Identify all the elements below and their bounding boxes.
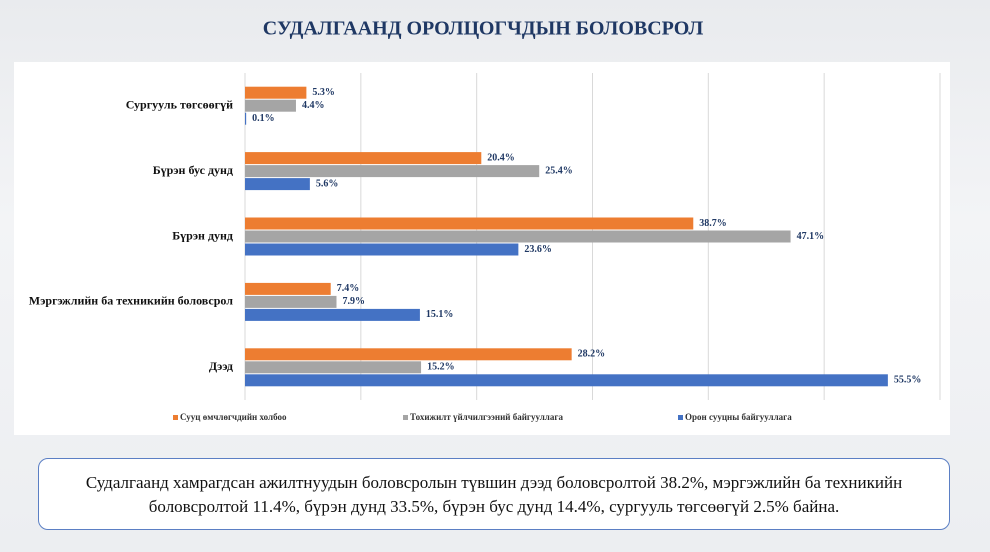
y-tick-label: Сургууль төгсөөгүй — [126, 97, 233, 111]
bar — [245, 308, 420, 321]
bar — [245, 152, 482, 165]
legend-swatch — [678, 415, 683, 420]
bar — [245, 217, 694, 230]
legend-swatch — [403, 415, 408, 420]
value-label: 0.1% — [252, 113, 274, 124]
value-label: 15.2% — [427, 362, 455, 373]
value-label: 7.9% — [343, 296, 366, 307]
value-label: 7.4% — [337, 283, 360, 294]
value-label: 25.4% — [545, 165, 573, 176]
bar — [245, 374, 888, 387]
y-tick-label: Бүрэн дунд — [172, 228, 233, 242]
bar — [245, 243, 519, 256]
bar — [245, 165, 540, 178]
value-label: 15.1% — [426, 309, 454, 320]
bar — [245, 86, 307, 99]
value-label: 38.7% — [699, 218, 727, 229]
bar — [245, 348, 572, 361]
bar — [245, 361, 422, 374]
bar — [245, 282, 331, 295]
legend-swatch — [173, 415, 178, 420]
y-tick-label: Бүрэн бус дунд — [153, 163, 233, 177]
y-tick-label: Дээд — [209, 359, 233, 373]
legend-label: Тохижилт үйлчилгээний байгууллага — [410, 412, 563, 422]
bar — [245, 178, 310, 191]
value-label: 47.1% — [797, 231, 825, 242]
value-label: 23.6% — [524, 244, 552, 255]
bar — [245, 112, 247, 125]
bar — [245, 99, 296, 112]
value-label: 4.4% — [302, 100, 325, 111]
value-label: 28.2% — [578, 349, 606, 360]
value-label: 20.4% — [487, 152, 515, 163]
bar — [245, 230, 791, 243]
legend-label: Сууц өмчлөгчдийн холбоо — [180, 412, 287, 422]
y-tick-label: Мэргэжлийн ба техникийн боловсрол — [29, 294, 234, 308]
legend-label: Орон сууцны байгууллага — [685, 412, 792, 422]
caption: Судалгаанд хамрагдсан ажилтнуудын боловс… — [38, 458, 950, 530]
chart-title: СУДАЛГААНД ОРОЛЦОГЧДЫН БОЛОВСРОЛ — [263, 18, 704, 40]
value-label: 5.3% — [312, 87, 335, 98]
bar — [245, 295, 337, 308]
value-label: 55.5% — [894, 375, 922, 386]
value-label: 5.6% — [316, 178, 339, 189]
chart: СУДАЛГААНД ОРОЛЦОГЧДЫН БОЛОВСРОЛ Сургуул… — [28, 17, 941, 423]
